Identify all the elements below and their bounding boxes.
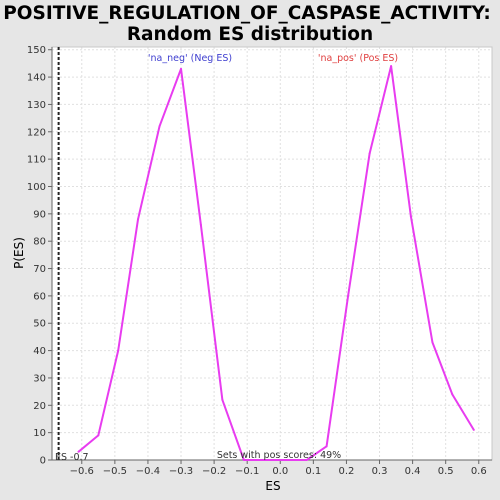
series-line	[77, 65, 475, 461]
es-marker-label: ES -0.7	[55, 452, 89, 463]
data-point	[325, 445, 328, 448]
y-tick-label: 10	[33, 428, 46, 439]
y-tick-label: 20	[33, 401, 46, 412]
x-ticks: −0.6 −0.5 −0.4 −0.3 −0.2 −0.1 0.0 0.1 0.2 0.3 0.4 0…	[70, 460, 487, 477]
y-tick-label: 120	[27, 127, 46, 138]
data-point	[180, 67, 183, 70]
chart-title-line2: Random ES distribution	[127, 24, 373, 45]
neg-es-label: 'na_neg' (Neg ES)	[148, 53, 232, 64]
grid	[52, 47, 492, 461]
data-point	[368, 152, 371, 155]
x-tick-label: 0.4	[405, 466, 421, 477]
y-tick-label: 90	[33, 209, 46, 220]
x-tick-label: 0.5	[438, 466, 454, 477]
y-tick-label: 110	[27, 155, 46, 166]
x-tick-label: −0.5	[103, 466, 127, 477]
y-tick-label: 130	[27, 100, 46, 111]
data-point	[390, 65, 393, 68]
x-axis-label: ES	[265, 479, 280, 493]
data-point	[137, 218, 140, 221]
data-point	[305, 459, 308, 461]
chart-title-line1: POSITIVE_REGULATION_OF_CASPASE_ACTIVITY:	[3, 3, 491, 24]
data-point	[262, 459, 265, 461]
data-point	[451, 393, 454, 396]
y-ticks: 0 10 20 30 40 50 60 70 80 90 100 110 120 130 140 150	[27, 45, 52, 467]
x-tick-label: 0.3	[372, 466, 388, 477]
x-tick-label: −0.4	[136, 466, 160, 477]
data-point	[77, 450, 80, 453]
y-tick-label: 60	[33, 291, 46, 302]
pos-scores-footer: Sets with pos scores: 49%	[217, 450, 341, 461]
data-point	[347, 294, 350, 297]
data-point	[221, 398, 224, 401]
data-point	[117, 349, 120, 352]
series-layer	[77, 65, 475, 461]
plot-area	[52, 47, 492, 460]
x-tick-label: 0.0	[272, 466, 288, 477]
data-point	[409, 215, 412, 218]
x-tick-label: 0.2	[338, 466, 354, 477]
y-tick-label: 30	[33, 373, 46, 384]
x-tick-label: 0.6	[471, 466, 487, 477]
x-tick-label: −0.6	[70, 466, 94, 477]
x-tick-label: −0.3	[169, 466, 193, 477]
y-tick-label: 140	[27, 73, 46, 84]
data-point	[472, 428, 475, 431]
data-point	[158, 125, 161, 128]
data-point	[431, 341, 434, 344]
y-tick-label: 0	[40, 456, 46, 467]
y-tick-label: 70	[33, 264, 46, 275]
pos-es-label: 'na_pos' (Pos ES)	[318, 53, 398, 64]
y-tick-label: 150	[27, 45, 46, 56]
data-point	[97, 434, 100, 437]
y-axis-label: P(ES)	[12, 237, 26, 269]
x-tick-label: −0.1	[235, 466, 259, 477]
y-tick-label: 40	[33, 346, 46, 357]
y-tick-label: 80	[33, 237, 46, 248]
data-point	[242, 459, 245, 461]
x-tick-label: 0.1	[305, 466, 321, 477]
data-point	[285, 459, 288, 461]
y-tick-label: 100	[27, 182, 46, 193]
x-tick-label: −0.2	[202, 466, 226, 477]
y-tick-label: 50	[33, 319, 46, 330]
data-point	[199, 223, 202, 226]
